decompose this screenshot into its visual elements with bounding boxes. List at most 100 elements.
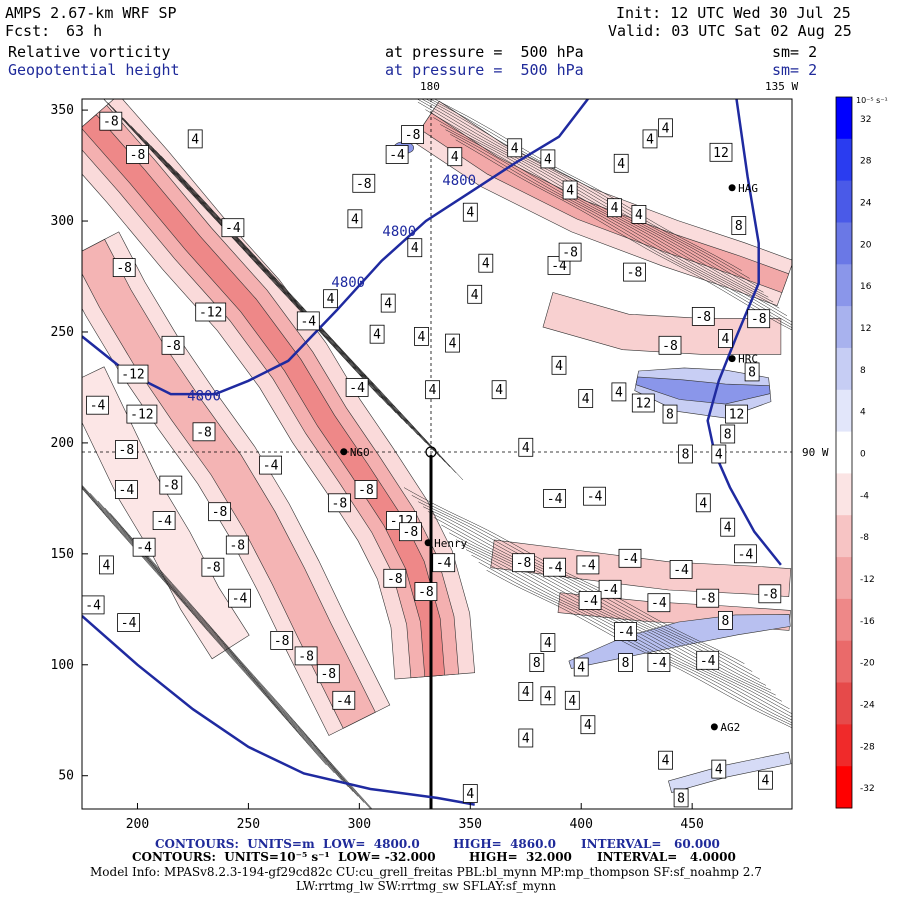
vorticity-label-text: 4	[384, 297, 392, 312]
station-label: AG2	[720, 721, 740, 734]
vorticity-label: 8	[731, 216, 747, 235]
vorticity-label: -12	[195, 302, 227, 322]
vorticity-label: -8	[201, 557, 225, 577]
vorticity-label: 4	[631, 204, 647, 224]
vorticity-label-box	[720, 424, 736, 444]
vorticity-label-text: 4	[646, 132, 654, 147]
vorticity-label-text: 4	[449, 337, 457, 352]
station-label: HRC	[738, 353, 758, 366]
vorticity-label-text: 4	[418, 330, 426, 345]
vorticity-label: -8	[192, 422, 216, 442]
vorticity-label-box	[316, 664, 340, 684]
vorticity-label-text: -4	[389, 148, 405, 163]
vorticity-label-box	[383, 568, 407, 588]
forecast-label: Fcst:	[5, 22, 51, 40]
station-dot	[424, 539, 432, 547]
vorticity-label-text: -4	[580, 558, 596, 573]
vorticity-label: 12	[709, 142, 733, 162]
colorbar-segment	[836, 598, 852, 642]
vorticity-label: 4	[718, 329, 733, 349]
vorticity-label-text: -4	[587, 490, 603, 505]
station-dot	[728, 355, 736, 363]
vorticity-label: -4	[614, 622, 637, 641]
vorticity-label-text: -4	[622, 552, 638, 567]
vorticity-label-box	[647, 653, 671, 672]
colorbar-tick-label: -32	[860, 784, 875, 794]
vorticity-label: 4	[720, 517, 736, 537]
vorticity-label-text: 4	[191, 132, 199, 147]
vorticity-label-box	[744, 362, 760, 382]
vorticity-label-box	[385, 145, 409, 164]
vorticity-label-box	[623, 262, 646, 282]
vorticity-label-text: -8	[562, 246, 578, 261]
field2-level: at pressure = 500 hPa	[385, 61, 584, 79]
vorticity-label-text: -4	[651, 596, 667, 611]
vorticity-label-text: -4	[90, 399, 106, 414]
vorticity-label: -8	[414, 582, 438, 601]
vorticity-label-box	[369, 324, 385, 344]
x-tick-label: 400	[569, 817, 592, 832]
field1-name: Relative vorticity	[8, 43, 171, 61]
height-contour-label: 4800	[442, 173, 476, 189]
vorticity-label: 4	[658, 750, 673, 770]
vorticity-label-box	[225, 535, 249, 555]
vorticity-label-box	[115, 440, 138, 460]
vorticity-label-text: 8	[666, 408, 674, 423]
vorticity-label-box	[414, 326, 429, 346]
vorticity-label-text: -8	[163, 479, 179, 494]
contour-lines-bottom-right	[449, 532, 790, 710]
vorticity-label-text: -4	[436, 556, 452, 571]
vorticity-label-text: -8	[274, 634, 290, 649]
vorticity-label: -4	[618, 548, 642, 568]
vorticity-label-text: 4	[761, 774, 769, 789]
vorticity-label-text: 8	[682, 448, 690, 463]
vorticity-label-text: 12	[713, 146, 729, 161]
colorbar-segment	[836, 389, 852, 433]
vorticity-label-text: 4	[522, 685, 530, 700]
y-tick-label: 350	[51, 103, 74, 118]
vorticity-label-text: 8	[748, 365, 756, 380]
lon-label-90w: 90 W	[802, 446, 829, 459]
vorticity-label: -8	[208, 502, 232, 522]
vorticity-label: -12	[126, 404, 158, 424]
vorticity-label-box	[543, 488, 566, 508]
footer-contours-height: CONTOURS: UNITS=m LOW= 4800.0 HIGH= 4860…	[155, 837, 720, 851]
vorticity-label-box	[512, 553, 535, 573]
geopotential-height-line	[706, 99, 782, 566]
vorticity-label-text: -8	[418, 585, 434, 600]
geopotential-height-line	[82, 99, 589, 396]
y-tick-label: 200	[51, 436, 74, 451]
vorticity-label: 4	[564, 690, 580, 710]
contour-lines-left	[103, 99, 381, 398]
vorticity-label-text: 4	[451, 150, 459, 165]
colorbar-tick-label: 16	[860, 282, 872, 292]
vorticity-label-box	[117, 613, 140, 632]
lon-label-135w: 135 W	[765, 80, 799, 93]
vorticity-label: 4	[491, 380, 507, 400]
vorticity-label: -4	[117, 613, 140, 632]
vorticity-label-text: -4	[263, 459, 279, 474]
vorticity-label-box	[578, 591, 602, 610]
station-markers: NGO Henry AG2 HAG HRC	[340, 182, 758, 734]
vorticity-label-box	[573, 657, 589, 677]
vorticity-label-text: 8	[724, 428, 732, 443]
vorticity-label-text: -8	[762, 587, 778, 602]
vorticity-label: 8	[744, 362, 760, 382]
vorticity-label: 4	[642, 129, 658, 149]
vorticity-label-box	[398, 522, 422, 542]
contour-lines-bottom-left	[82, 485, 359, 797]
vorticity-label: -4	[82, 595, 105, 615]
vorticity-label-box	[401, 125, 425, 144]
vorticity-label: 4	[758, 770, 773, 790]
footer-model-info: Model Info: MPASv8.2.3-194-gf29cd82c CU:…	[90, 865, 762, 879]
vorticity-label-box	[576, 555, 600, 575]
contour-lines-bottom-left	[82, 487, 335, 774]
vorticity-label-text: 8	[533, 656, 541, 671]
contour-lines-top-right	[425, 109, 780, 309]
vorticity-label-box	[695, 493, 711, 513]
vorticity-label-box	[613, 153, 629, 173]
vorticity-label: 4	[323, 289, 338, 309]
vorticity-label-box	[518, 728, 534, 748]
x-tick-label: 200	[126, 817, 149, 832]
vorticity-label: 8	[720, 424, 736, 444]
